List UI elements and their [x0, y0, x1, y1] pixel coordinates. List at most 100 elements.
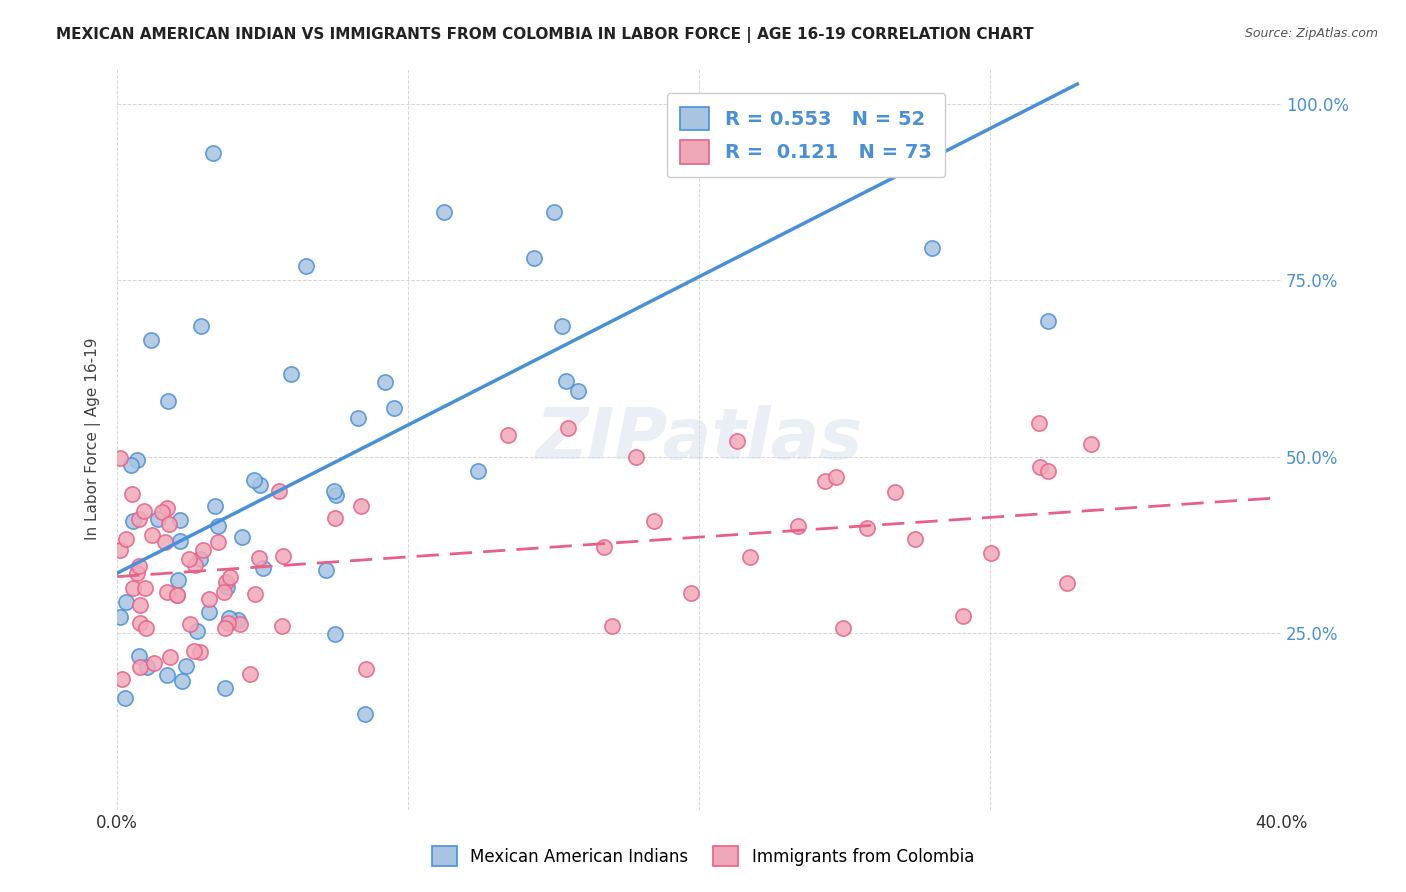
Immigrants from Colombia [183, 644, 205, 658]
Immigrants from Colombia [179, 617, 201, 632]
Mexican American Indians [295, 259, 318, 273]
Mexican American Indians [146, 512, 169, 526]
Mexican American Indians [214, 681, 236, 695]
Mexican American Indians [555, 374, 578, 388]
Mexican American Indians [315, 563, 337, 577]
Mexican American Indians [523, 251, 546, 265]
Immigrants from Colombia [356, 662, 378, 676]
Y-axis label: In Labor Force | Age 16-19: In Labor Force | Age 16-19 [86, 338, 101, 541]
Mexican American Indians [215, 580, 238, 594]
Mexican American Indians [551, 319, 574, 334]
Mexican American Indians [139, 333, 162, 347]
Immigrants from Colombia [111, 672, 134, 686]
Mexican American Indians [166, 573, 188, 587]
Immigrants from Colombia [980, 546, 1002, 560]
Immigrants from Colombia [122, 582, 145, 596]
Immigrants from Colombia [884, 485, 907, 500]
Immigrants from Colombia [904, 532, 927, 546]
Text: Source: ZipAtlas.com: Source: ZipAtlas.com [1244, 27, 1378, 40]
Immigrants from Colombia [681, 586, 703, 600]
Immigrants from Colombia [129, 616, 152, 631]
Mexican American Indians [207, 519, 229, 533]
Immigrants from Colombia [129, 660, 152, 674]
Immigrants from Colombia [952, 609, 974, 624]
Text: MEXICAN AMERICAN INDIAN VS IMMIGRANTS FROM COLOMBIA IN LABOR FORCE | AGE 16-19 C: MEXICAN AMERICAN INDIAN VS IMMIGRANTS FR… [56, 27, 1033, 43]
Mexican American Indians [382, 401, 405, 416]
Immigrants from Colombia [184, 558, 207, 573]
Immigrants from Colombia [198, 591, 221, 606]
Mexican American Indians [325, 488, 347, 502]
Immigrants from Colombia [159, 649, 181, 664]
Immigrants from Colombia [135, 621, 157, 635]
Mexican American Indians [114, 595, 136, 609]
Immigrants from Colombia [153, 534, 176, 549]
Mexican American Indians [249, 478, 271, 492]
Immigrants from Colombia [155, 501, 177, 516]
Mexican American Indians [174, 659, 197, 673]
Immigrants from Colombia [121, 487, 143, 501]
Immigrants from Colombia [1056, 575, 1078, 590]
Immigrants from Colombia [141, 528, 163, 542]
Mexican American Indians [136, 660, 159, 674]
Mexican American Indians [170, 673, 193, 688]
Immigrants from Colombia [740, 550, 762, 565]
Immigrants from Colombia [725, 434, 748, 448]
Immigrants from Colombia [498, 427, 520, 442]
Immigrants from Colombia [239, 667, 262, 681]
Immigrants from Colombia [115, 533, 138, 547]
Immigrants from Colombia [150, 504, 173, 518]
Immigrants from Colombia [787, 519, 810, 533]
Mexican American Indians [243, 473, 266, 487]
Immigrants from Colombia [188, 645, 211, 659]
Mexican American Indians [190, 319, 212, 334]
Immigrants from Colombia [247, 551, 270, 566]
Immigrants from Colombia [128, 598, 150, 612]
Mexican American Indians [467, 464, 489, 478]
Immigrants from Colombia [271, 549, 294, 563]
Mexican American Indians [323, 626, 346, 640]
Immigrants from Colombia [177, 552, 200, 566]
Immigrants from Colombia [217, 615, 239, 630]
Immigrants from Colombia [191, 543, 214, 558]
Immigrants from Colombia [349, 499, 371, 513]
Mexican American Indians [347, 410, 370, 425]
Mexican American Indians [322, 483, 344, 498]
Mexican American Indians [280, 368, 302, 382]
Immigrants from Colombia [127, 566, 149, 580]
Immigrants from Colombia [134, 581, 156, 595]
Mexican American Indians [543, 205, 565, 219]
Immigrants from Colombia [267, 484, 290, 499]
Legend: Mexican American Indians, Immigrants from Colombia: Mexican American Indians, Immigrants fro… [423, 838, 983, 875]
Immigrants from Colombia [1028, 416, 1050, 430]
Mexican American Indians [108, 610, 131, 624]
Mexican American Indians [125, 452, 148, 467]
Immigrants from Colombia [1028, 460, 1050, 475]
Mexican American Indians [198, 605, 221, 619]
Immigrants from Colombia [157, 517, 180, 532]
Immigrants from Colombia [593, 540, 616, 554]
Mexican American Indians [114, 691, 136, 706]
Mexican American Indians [226, 613, 249, 627]
Immigrants from Colombia [831, 622, 853, 636]
Immigrants from Colombia [128, 512, 150, 526]
Immigrants from Colombia [825, 470, 848, 484]
Immigrants from Colombia [245, 587, 267, 601]
Immigrants from Colombia [215, 575, 238, 590]
Immigrants from Colombia [1036, 464, 1059, 478]
Immigrants from Colombia [134, 504, 156, 518]
Mexican American Indians [252, 561, 274, 575]
Mexican American Indians [432, 205, 454, 219]
Immigrants from Colombia [1080, 437, 1102, 451]
Mexican American Indians [921, 241, 943, 255]
Immigrants from Colombia [108, 451, 131, 466]
Mexican American Indians [169, 513, 191, 527]
Mexican American Indians [186, 624, 208, 639]
Immigrants from Colombia [856, 521, 879, 535]
Mexican American Indians [202, 146, 225, 161]
Immigrants from Colombia [219, 570, 242, 584]
Immigrants from Colombia [323, 511, 346, 525]
Immigrants from Colombia [643, 514, 665, 528]
Immigrants from Colombia [624, 450, 647, 465]
Mexican American Indians [218, 611, 240, 625]
Immigrants from Colombia [814, 474, 837, 488]
